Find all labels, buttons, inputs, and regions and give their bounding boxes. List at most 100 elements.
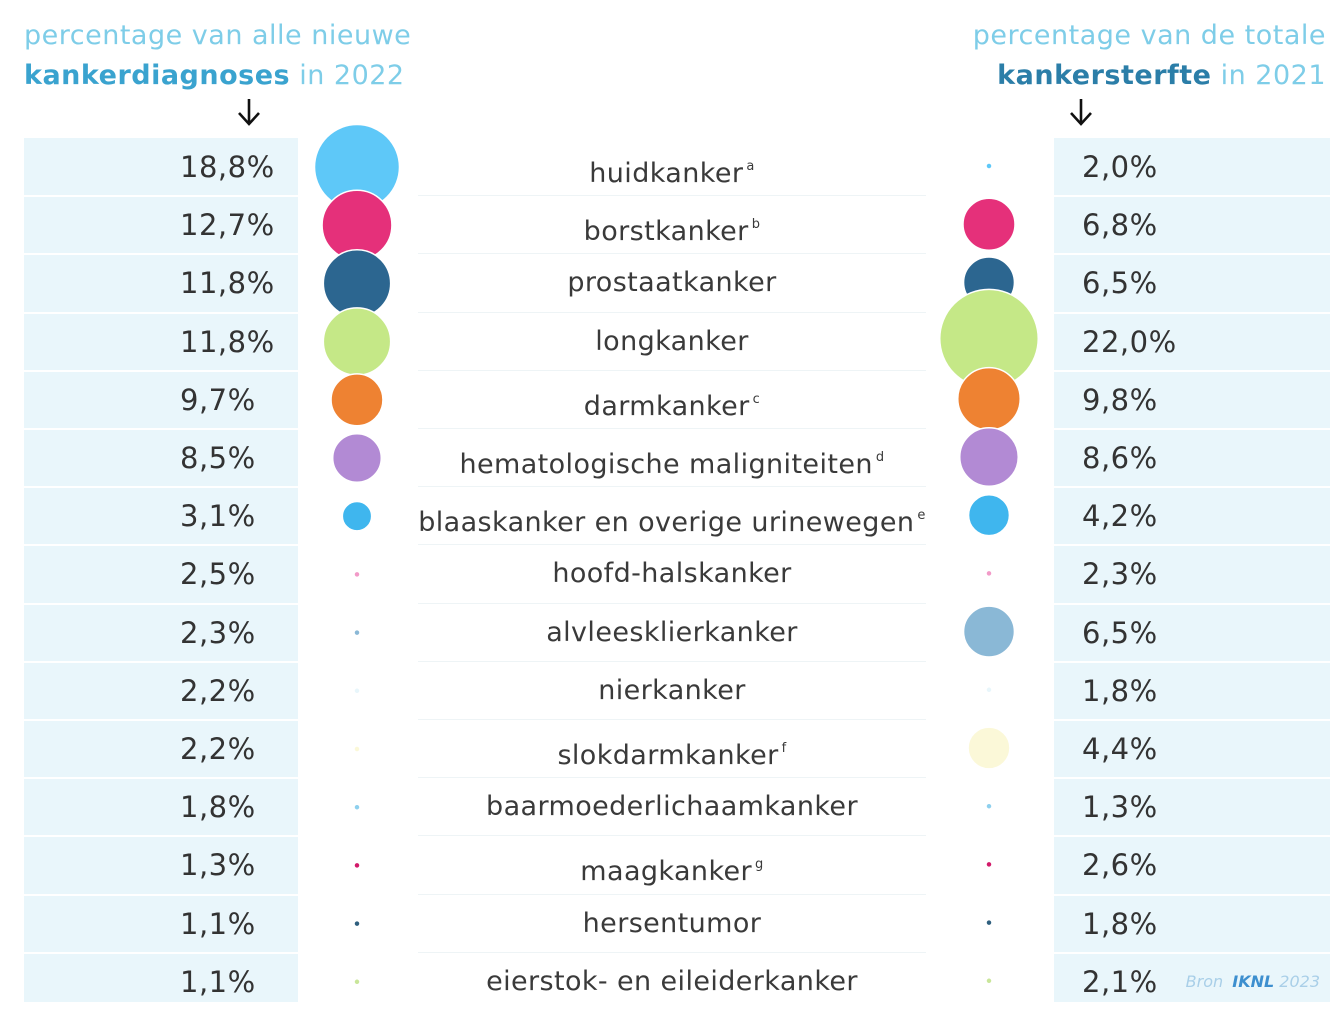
diagnoses-bubble [353,919,361,928]
header-diagnoses-rest: in 2022 [290,60,405,91]
mortality-bubble [985,918,993,927]
footnote-marker: g [755,857,764,873]
mortality-bubble [985,569,993,578]
row-divider [418,835,926,837]
mortality-bubble [985,860,993,869]
mortality-bubble [985,977,993,985]
row-divider [24,195,298,198]
header-mortality-rest: in 2021 [1211,60,1326,91]
diagnoses-value: 1,1% [180,906,256,941]
mortality-bubble [985,686,993,694]
mortality-bubble [962,605,1016,658]
arrow-down-icon [238,99,260,126]
cancer-type-label: maagkanker g [580,856,764,888]
header-diagnoses-bold: kankerdiagnoses [24,60,291,91]
cancer-type-label: slokdarmkanker f [557,740,787,771]
row-divider [24,660,298,663]
row-divider [24,719,298,721]
header-mortality: percentage van de totale kankersterfte i… [973,16,1326,96]
header-mortality-bold: kankersterfte [997,60,1212,91]
mortality-bubble [958,426,1020,488]
footnote-marker: c [752,391,761,407]
row-divider [1054,719,1330,721]
footnote-marker: b [751,217,761,233]
mortality-bubble [962,197,1016,251]
cancer-type-label: hoofd-halskanker [552,558,792,590]
mortality-value: 2,0% [1082,150,1158,184]
diagnoses-value: 9,7% [180,382,256,417]
diagnoses-value: 2,2% [180,732,256,766]
row-divider [418,777,926,779]
row-divider [24,602,298,605]
diagnoses-bubble [322,248,392,318]
row-divider [24,369,298,372]
diagnoses-value: 8,5% [180,441,256,475]
arrow-down-icon [1070,99,1092,126]
mortality-value: 1,3% [1082,790,1158,825]
row-divider [418,369,926,371]
row-divider [418,195,926,197]
row-divider [418,544,926,546]
diagnoses-bubble [353,570,361,579]
mortality-value: 2,3% [1082,557,1158,592]
source-year: 2023 [1279,972,1320,991]
row-divider [24,486,298,489]
row-divider [1054,311,1330,314]
mortality-value: 6,5% [1082,266,1158,301]
diagnoses-value: 12,7% [180,208,275,243]
row-divider [1054,369,1330,372]
row-divider [1054,835,1330,838]
mortality-value: 1,8% [1082,673,1158,708]
mortality-value: 4,2% [1082,499,1158,534]
row-divider [1054,602,1330,605]
diagnoses-value: 11,8% [180,324,275,359]
mortality-value: 22,0% [1082,324,1177,359]
mortality-bubble [967,494,1011,537]
row-divider [24,835,298,838]
diagnoses-value: 2,3% [180,615,256,650]
row-divider [1054,428,1330,430]
source-note: Bron IKNL 2023 [1186,972,1320,991]
row-divider [24,311,298,314]
diagnoses-bubble [353,978,361,986]
diagnoses-value: 1,8% [180,790,256,825]
row-divider [418,253,926,255]
row-divider [24,893,298,896]
row-divider [1054,544,1330,547]
cancer-type-label: baarmoederlichaamkanker [486,791,858,823]
row-divider [1054,486,1330,489]
cancer-type-label: huidkanker a [589,158,755,189]
mortality-bubble [985,162,993,170]
row-divider [24,777,298,780]
diagnoses-bubble [353,745,361,753]
cancer-type-label: nierkanker [598,674,746,706]
diagnoses-bubble [330,373,384,427]
row-divider [418,951,926,953]
row-divider [418,719,926,720]
cancer-type-label: hersentumor [582,907,762,939]
header-diagnoses: percentage van alle nieuwe kankerdiagnos… [24,16,411,96]
row-divider [1054,951,1330,954]
row-divider [24,253,298,256]
row-divider [1054,893,1330,896]
cancer-type-label: darmkanker c [583,390,761,422]
cancer-type-label: borstkanker b [583,216,761,248]
mortality-value: 2,6% [1082,848,1158,883]
mortality-bubble [957,366,1021,431]
row-divider [24,544,298,547]
row-divider [418,602,926,604]
cancer-type-label: blaaskanker en overige urinewegen e [418,507,926,539]
diagnoses-value: 18,8% [180,150,275,184]
diagnoses-value: 1,1% [180,964,256,999]
diagnoses-value: 2,2% [180,673,256,708]
mortality-value: 8,6% [1082,441,1158,475]
diagnoses-bubble [353,861,361,870]
header-diagnoses-line1: percentage van alle nieuwe [24,20,412,51]
mortality-column-background [1054,138,1330,1002]
row-divider [1054,195,1330,198]
row-divider [418,660,926,662]
diagnoses-column-background [24,138,298,1002]
row-divider [24,428,298,430]
cancer-type-label: alvleesklierkanker [546,616,798,648]
